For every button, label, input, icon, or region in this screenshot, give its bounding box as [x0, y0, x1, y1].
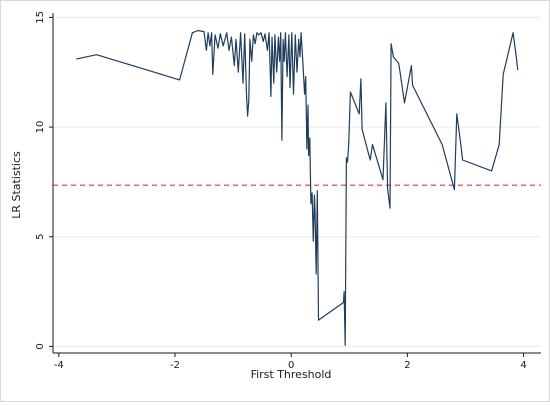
y-tick-label: 5	[35, 234, 46, 240]
x-tick-label: -2	[170, 360, 180, 371]
x-tick-label: 2	[404, 360, 410, 371]
x-tick-label: 4	[520, 360, 526, 371]
axes: 0 5 10 15 -4 -2 0 2 4	[35, 11, 541, 371]
y-tick-label: 0	[35, 343, 46, 349]
series-line	[76, 29, 519, 346]
y-tick-label: 15	[35, 11, 46, 24]
x-axis-label: First Threshold	[251, 368, 332, 381]
x-tick-label: -4	[54, 360, 64, 371]
y-tick-label: 10	[35, 121, 46, 134]
x-tick-label: 0	[288, 360, 294, 371]
gridlines	[53, 16, 541, 347]
y-axis-label: LR Statistics	[10, 151, 23, 219]
series-group	[76, 29, 519, 346]
